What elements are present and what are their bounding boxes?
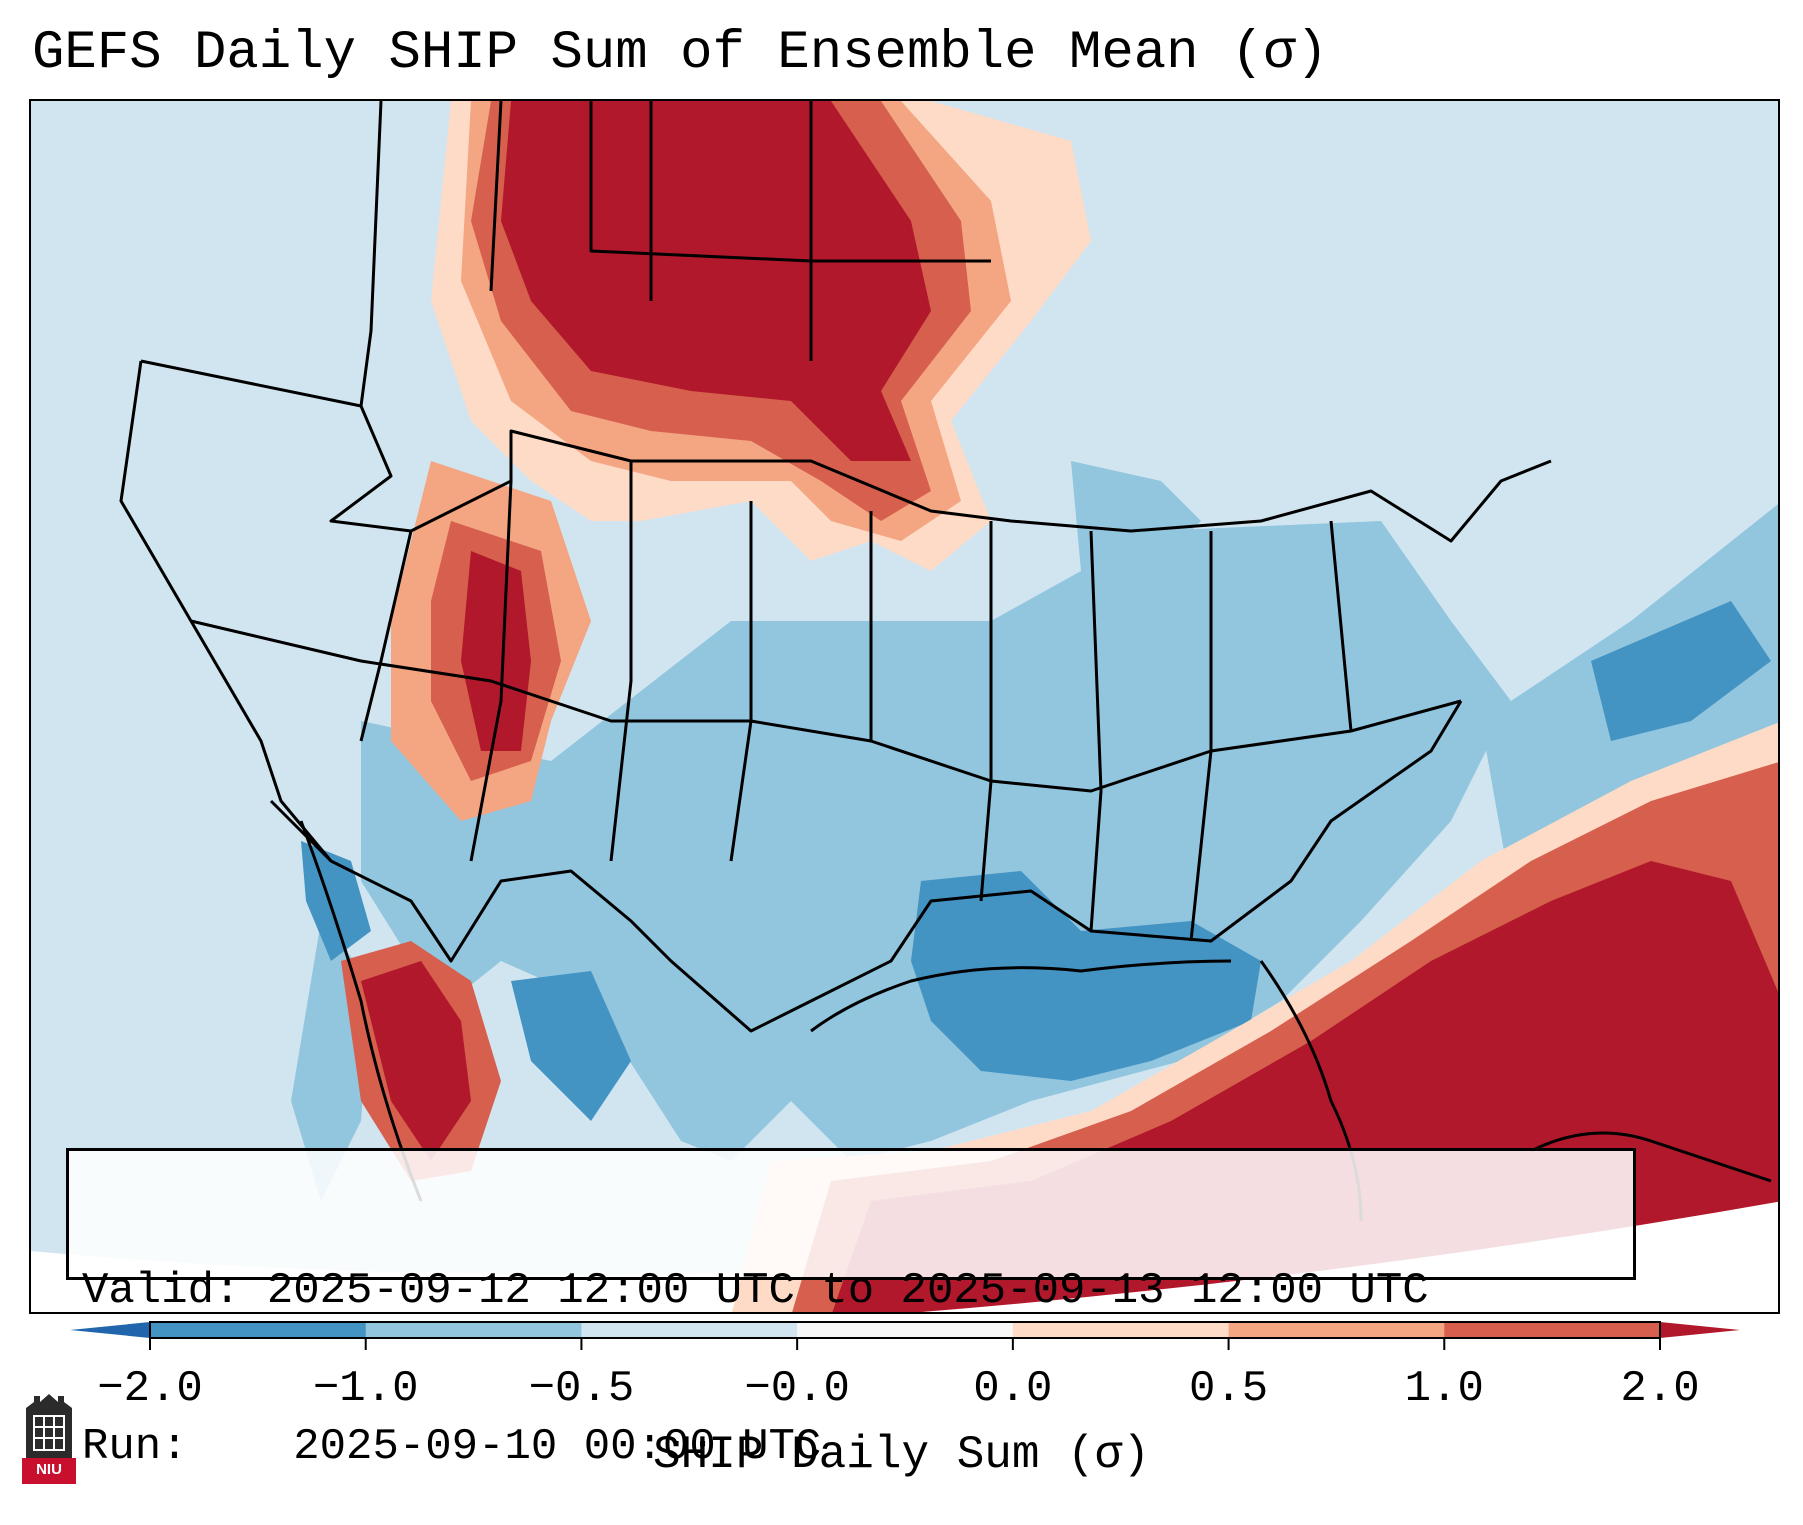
validity-info-box: Valid: 2025-09-12 12:00 UTC to 2025-09-1… [66,1148,1636,1472]
projection-edge-bottom [31,1201,1778,1312]
northern-plains-max [501,101,931,461]
colorbar-ticks [149,1338,1661,1350]
colorbar-tick-label: −2.0 [97,1364,203,1414]
colorbar-bin [1444,1322,1661,1338]
great-lakes-below-normal [1071,461,1201,571]
western-atlantic-minimum [1591,601,1771,741]
mexico-plateau-minimum [511,971,631,1121]
colorbar-tick-label: 0.0 [973,1364,1053,1414]
baja-max [361,961,471,1161]
niu-logo: NIU [20,1394,78,1486]
colorbar-tick-label: 0.5 [1188,1364,1269,1414]
gulf-coast-minimum [911,871,1261,1081]
colorbar-tick-label: 1.0 [1404,1364,1484,1414]
colorbar-label: SHIP Daily Sum (σ) [653,1429,1150,1481]
colorbar-bins [150,1322,1661,1338]
valid-line: Valid: 2025-09-12 12:00 UTC to 2025-09-1… [82,1265,1633,1317]
forecast-map [31,101,1778,1312]
run-line: Run: 2025-09-10 00:00 UTC [82,1421,1633,1473]
map-panel [29,99,1780,1314]
colorbar-over-arrow [1660,1322,1740,1338]
colorbar-bin [1228,1322,1445,1338]
valid-label: Valid: [82,1266,241,1316]
valid-value: 2025-09-12 12:00 UTC to 2025-09-13 12:00… [266,1266,1429,1316]
run-value: 2025-09-10 00:00 UTC [293,1422,822,1472]
colorbar-bin [797,1322,1014,1338]
colorbar-bin [581,1322,798,1338]
run-label: Run: [82,1422,188,1472]
coastlines [299,820,1772,1222]
niu-logo-graphic [22,1394,76,1484]
colorbar-tick-label: −1.0 [312,1364,419,1414]
state-borders [119,101,1552,1033]
logo-text: NIU [36,1461,62,1478]
colorbar-bin [150,1322,367,1338]
colorbar-outline [149,1321,1661,1339]
colorbar-tick-label: 2.0 [1620,1364,1700,1414]
chart-title: GEFS Daily SHIP Sum of Ensemble Mean (σ) [32,23,1329,84]
colorbar-bin [1012,1322,1230,1338]
colorbar-tick-label: −0.5 [528,1364,635,1414]
colorbar [70,1321,1740,1350]
colorbar-under-arrow [70,1322,150,1338]
colorbar-bin [365,1322,582,1338]
rockies-max [461,551,531,751]
colorbar-tick-label: −0.0 [744,1364,850,1414]
